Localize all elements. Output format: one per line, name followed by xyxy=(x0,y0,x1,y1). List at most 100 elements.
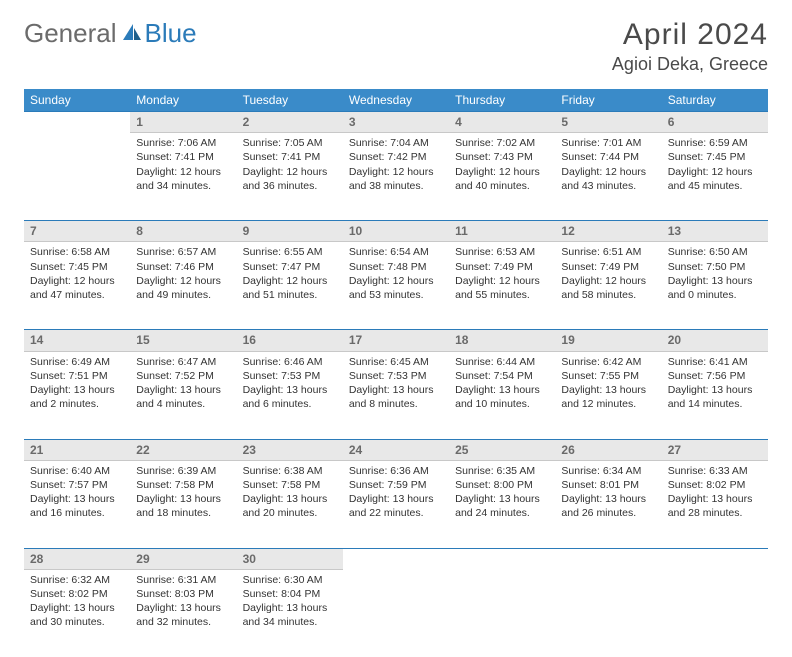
day-number-row: 78910111213 xyxy=(24,221,768,242)
sunrise-text: Sunrise: 6:54 AM xyxy=(349,245,443,259)
sunrise-text: Sunrise: 6:55 AM xyxy=(243,245,337,259)
daylight-text-2: and 45 minutes. xyxy=(668,179,762,193)
day-content-cell xyxy=(555,569,661,657)
daylight-text-2: and 36 minutes. xyxy=(243,179,337,193)
daylight-text-2: and 16 minutes. xyxy=(30,506,124,520)
day-number-cell: 19 xyxy=(555,330,661,351)
daylight-text-2: and 2 minutes. xyxy=(30,397,124,411)
day-number-cell: 12 xyxy=(555,221,661,242)
daylight-text-1: Daylight: 13 hours xyxy=(136,383,230,397)
sunset-text: Sunset: 7:48 PM xyxy=(349,260,443,274)
day-content-cell: Sunrise: 6:50 AMSunset: 7:50 PMDaylight:… xyxy=(662,242,768,330)
day-content-cell: Sunrise: 7:04 AMSunset: 7:42 PMDaylight:… xyxy=(343,133,449,221)
daylight-text-2: and 40 minutes. xyxy=(455,179,549,193)
day-content-row: Sunrise: 6:49 AMSunset: 7:51 PMDaylight:… xyxy=(24,351,768,439)
day-content-cell: Sunrise: 6:33 AMSunset: 8:02 PMDaylight:… xyxy=(662,460,768,548)
daylight-text-2: and 47 minutes. xyxy=(30,288,124,302)
sunset-text: Sunset: 8:01 PM xyxy=(561,478,655,492)
sunrise-text: Sunrise: 7:01 AM xyxy=(561,136,655,150)
daylight-text-2: and 4 minutes. xyxy=(136,397,230,411)
sunrise-text: Sunrise: 7:04 AM xyxy=(349,136,443,150)
day-number-cell: 23 xyxy=(237,439,343,460)
sunrise-text: Sunrise: 6:42 AM xyxy=(561,355,655,369)
daylight-text-2: and 28 minutes. xyxy=(668,506,762,520)
day-content-cell xyxy=(449,569,555,657)
page-header: General Blue April 2024 Agioi Deka, Gree… xyxy=(24,18,768,75)
sunset-text: Sunset: 8:03 PM xyxy=(136,587,230,601)
daylight-text-1: Daylight: 13 hours xyxy=(349,492,443,506)
sunset-text: Sunset: 7:51 PM xyxy=(30,369,124,383)
daylight-text-1: Daylight: 12 hours xyxy=(243,274,337,288)
daylight-text-2: and 43 minutes. xyxy=(561,179,655,193)
sunset-text: Sunset: 7:50 PM xyxy=(668,260,762,274)
sunset-text: Sunset: 7:59 PM xyxy=(349,478,443,492)
daylight-text-2: and 34 minutes. xyxy=(136,179,230,193)
sunrise-text: Sunrise: 6:32 AM xyxy=(30,573,124,587)
sunset-text: Sunset: 7:44 PM xyxy=(561,150,655,164)
day-content-cell: Sunrise: 6:41 AMSunset: 7:56 PMDaylight:… xyxy=(662,351,768,439)
sunrise-text: Sunrise: 6:40 AM xyxy=(30,464,124,478)
daylight-text-1: Daylight: 12 hours xyxy=(349,274,443,288)
sunset-text: Sunset: 7:52 PM xyxy=(136,369,230,383)
daylight-text-1: Daylight: 12 hours xyxy=(455,274,549,288)
day-content-cell: Sunrise: 6:51 AMSunset: 7:49 PMDaylight:… xyxy=(555,242,661,330)
month-title: April 2024 xyxy=(612,18,768,52)
sunrise-text: Sunrise: 6:50 AM xyxy=(668,245,762,259)
day-number-cell: 18 xyxy=(449,330,555,351)
day-number-cell: 13 xyxy=(662,221,768,242)
day-number-cell: 4 xyxy=(449,112,555,133)
sunrise-text: Sunrise: 6:35 AM xyxy=(455,464,549,478)
day-content-cell: Sunrise: 6:57 AMSunset: 7:46 PMDaylight:… xyxy=(130,242,236,330)
daylight-text-1: Daylight: 13 hours xyxy=(30,383,124,397)
day-content-cell xyxy=(662,569,768,657)
daylight-text-1: Daylight: 13 hours xyxy=(668,492,762,506)
weekday-header-row: Sunday Monday Tuesday Wednesday Thursday… xyxy=(24,89,768,112)
day-content-cell: Sunrise: 6:53 AMSunset: 7:49 PMDaylight:… xyxy=(449,242,555,330)
daylight-text-1: Daylight: 12 hours xyxy=(30,274,124,288)
day-number-cell: 25 xyxy=(449,439,555,460)
daylight-text-2: and 34 minutes. xyxy=(243,615,337,629)
sunset-text: Sunset: 7:53 PM xyxy=(243,369,337,383)
day-number-cell: 26 xyxy=(555,439,661,460)
daylight-text-1: Daylight: 12 hours xyxy=(561,165,655,179)
sunrise-text: Sunrise: 6:33 AM xyxy=(668,464,762,478)
day-number-cell: 20 xyxy=(662,330,768,351)
daylight-text-2: and 55 minutes. xyxy=(455,288,549,302)
day-number-cell: 24 xyxy=(343,439,449,460)
day-content-cell: Sunrise: 6:32 AMSunset: 8:02 PMDaylight:… xyxy=(24,569,130,657)
daylight-text-1: Daylight: 13 hours xyxy=(243,492,337,506)
sunset-text: Sunset: 7:55 PM xyxy=(561,369,655,383)
day-content-row: Sunrise: 6:32 AMSunset: 8:02 PMDaylight:… xyxy=(24,569,768,657)
day-number-cell: 17 xyxy=(343,330,449,351)
day-content-cell: Sunrise: 6:44 AMSunset: 7:54 PMDaylight:… xyxy=(449,351,555,439)
daylight-text-1: Daylight: 13 hours xyxy=(668,274,762,288)
sunset-text: Sunset: 7:56 PM xyxy=(668,369,762,383)
day-content-cell: Sunrise: 6:45 AMSunset: 7:53 PMDaylight:… xyxy=(343,351,449,439)
daylight-text-1: Daylight: 13 hours xyxy=(455,383,549,397)
sunset-text: Sunset: 8:00 PM xyxy=(455,478,549,492)
sunrise-text: Sunrise: 7:05 AM xyxy=(243,136,337,150)
weekday-header: Friday xyxy=(555,89,661,112)
sunrise-text: Sunrise: 6:39 AM xyxy=(136,464,230,478)
daylight-text-1: Daylight: 12 hours xyxy=(349,165,443,179)
day-content-cell: Sunrise: 7:02 AMSunset: 7:43 PMDaylight:… xyxy=(449,133,555,221)
brand-sail-icon xyxy=(121,18,143,49)
daylight-text-2: and 10 minutes. xyxy=(455,397,549,411)
day-content-cell: Sunrise: 6:47 AMSunset: 7:52 PMDaylight:… xyxy=(130,351,236,439)
day-content-cell: Sunrise: 6:42 AMSunset: 7:55 PMDaylight:… xyxy=(555,351,661,439)
day-number-cell xyxy=(343,548,449,569)
day-number-row: 21222324252627 xyxy=(24,439,768,460)
day-number-cell: 22 xyxy=(130,439,236,460)
daylight-text-2: and 51 minutes. xyxy=(243,288,337,302)
brand-logo: General Blue xyxy=(24,18,197,49)
day-content-row: Sunrise: 7:06 AMSunset: 7:41 PMDaylight:… xyxy=(24,133,768,221)
daylight-text-2: and 24 minutes. xyxy=(455,506,549,520)
sunrise-text: Sunrise: 6:46 AM xyxy=(243,355,337,369)
day-content-cell: Sunrise: 6:40 AMSunset: 7:57 PMDaylight:… xyxy=(24,460,130,548)
sunrise-text: Sunrise: 6:36 AM xyxy=(349,464,443,478)
day-content-cell: Sunrise: 6:34 AMSunset: 8:01 PMDaylight:… xyxy=(555,460,661,548)
daylight-text-2: and 32 minutes. xyxy=(136,615,230,629)
sunrise-text: Sunrise: 6:44 AM xyxy=(455,355,549,369)
daylight-text-1: Daylight: 13 hours xyxy=(136,492,230,506)
sunrise-text: Sunrise: 6:30 AM xyxy=(243,573,337,587)
